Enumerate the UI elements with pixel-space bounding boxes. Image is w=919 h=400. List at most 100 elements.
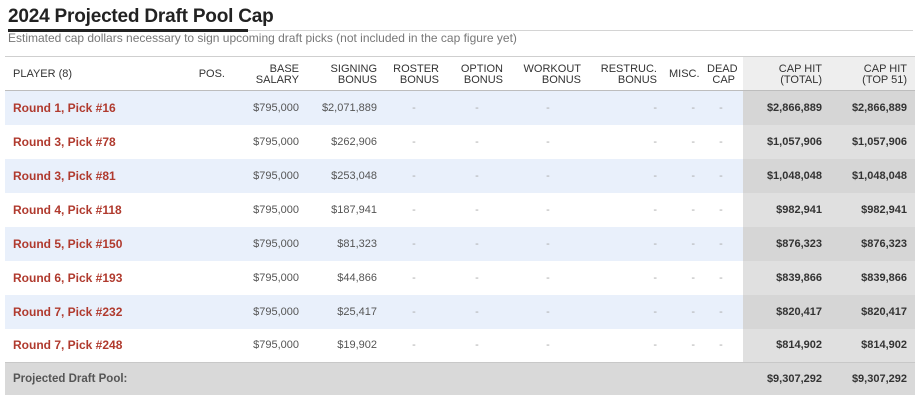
player-link[interactable]: Round 4, Pick #118 <box>13 202 122 217</box>
table-row: Round 1, Pick #16 $795,000 $2,071,889 - … <box>5 90 915 125</box>
workout-bonus-cell: - <box>511 294 589 329</box>
table-row: Round 4, Pick #118 $795,000 $187,941 - -… <box>5 192 915 227</box>
workout-bonus-cell: - <box>511 90 589 125</box>
header-base-salary-line2: SALARY <box>255 73 299 86</box>
restruc-bonus-cell: - <box>653 203 657 216</box>
header-cap-hit-top51[interactable]: CAP HIT (TOP 51) <box>830 56 915 91</box>
title-block: 2024 Projected Draft Pool Cap <box>8 6 913 32</box>
option-bonus-cell: - <box>475 135 479 148</box>
header-signing-bonus-line2: BONUS <box>337 73 377 86</box>
signing-bonus-cell: $187,941 <box>331 203 377 216</box>
header-player[interactable]: PLAYER (8) <box>5 56 173 91</box>
header-cap-hit-total[interactable]: CAP HIT (TOTAL) <box>743 56 830 91</box>
dead-cap-cell: - <box>719 135 723 148</box>
player-link[interactable]: Round 3, Pick #78 <box>13 134 116 149</box>
header-restruc-bonus-line2: BONUS <box>617 73 657 86</box>
page-title: 2024 Projected Draft Pool Cap <box>8 6 274 27</box>
misc-cell: - <box>665 226 703 261</box>
misc-cell: - <box>665 158 703 193</box>
pos-cell <box>173 294 233 329</box>
restruc-bonus-cell: - <box>589 226 665 261</box>
restruc-bonus-cell: - <box>653 339 657 352</box>
header-dead-cap[interactable]: DEAD CAP <box>703 56 743 91</box>
workout-bonus-cell: - <box>546 339 550 352</box>
player-link[interactable]: Round 5, Pick #150 <box>5 226 173 261</box>
cap-hit-top51-cell: $1,048,048 <box>830 158 915 193</box>
table-row: Round 6, Pick #193 $795,000 $44,866 - - … <box>5 260 915 295</box>
cap-hit-top51-cell: $876,323 <box>830 226 915 261</box>
signing-bonus-cell: $19,902 <box>337 339 377 352</box>
dead-cap-cell: - <box>703 226 743 261</box>
misc-cell: - <box>691 135 695 148</box>
pos-cell <box>173 158 233 193</box>
dead-cap-cell: - <box>719 339 723 352</box>
player-link[interactable]: Round 6, Pick #193 <box>13 270 123 285</box>
header-restruc-bonus[interactable]: RESTRUC. BONUS <box>589 56 665 91</box>
table-row: Round 7, Pick #248 $795,000 $19,902 - - … <box>5 328 915 363</box>
header-base-salary[interactable]: BASE SALARY <box>233 56 307 91</box>
roster-bonus-cell: - <box>385 158 447 193</box>
cap-hit-top51-cell: $2,866,889 <box>830 90 915 125</box>
base-salary-cell: $795,000 <box>233 226 307 261</box>
header-option-bonus-line2: BONUS <box>463 73 503 86</box>
base-salary-cell: $795,000 <box>253 203 299 216</box>
table-row: Round 7, Pick #232 $795,000 $25,417 - - … <box>5 294 915 329</box>
header-workout-bonus-line1: WORKOUT <box>523 62 581 75</box>
header-cap-hit-total-line1: CAP HIT <box>778 62 822 75</box>
option-bonus-cell: - <box>475 271 479 284</box>
signing-bonus-cell: $81,323 <box>307 226 385 261</box>
signing-bonus-cell: $2,071,889 <box>307 90 385 125</box>
cap-hit-top51-cell: $1,057,906 <box>830 124 915 159</box>
header-pos[interactable]: POS. <box>173 56 233 91</box>
cap-hit-total-cell: $982,941 <box>743 192 830 227</box>
cap-hit-total-cell: $814,902 <box>743 328 830 363</box>
pos-cell <box>173 261 233 295</box>
pos-cell <box>173 329 233 363</box>
roster-bonus-cell: - <box>412 339 416 352</box>
workout-bonus-cell: - <box>511 158 589 193</box>
header-workout-bonus-line2: BONUS <box>541 73 581 86</box>
cap-hit-total-cell: $839,866 <box>743 260 830 295</box>
header-roster-bonus[interactable]: ROSTER BONUS <box>385 56 447 91</box>
header-restruc-bonus-line1: RESTRUC. <box>600 62 657 75</box>
player-link[interactable]: Round 7, Pick #232 <box>5 294 173 329</box>
player-link[interactable]: Round 1, Pick #16 <box>5 90 173 125</box>
cap-hit-total-cell: $820,417 <box>743 294 830 329</box>
dead-cap-cell: - <box>719 271 723 284</box>
header-cap-hit-top51-line2: (TOP 51) <box>862 73 907 86</box>
base-salary-cell: $795,000 <box>233 90 307 125</box>
table-row: Round 3, Pick #81 $795,000 $253,048 - - … <box>5 158 915 193</box>
option-bonus-cell: - <box>475 203 479 216</box>
header-workout-bonus[interactable]: WORKOUT BONUS <box>511 56 589 91</box>
restruc-bonus-cell: - <box>589 158 665 193</box>
header-cap-hit-total-line2: (TOTAL) <box>780 73 822 86</box>
dead-cap-cell: - <box>703 294 743 329</box>
header-base-salary-line1: BASE <box>269 62 299 75</box>
option-bonus-cell: - <box>447 158 511 193</box>
player-link[interactable]: Round 3, Pick #81 <box>5 158 173 193</box>
header-option-bonus[interactable]: OPTION BONUS <box>447 56 511 91</box>
header-dead-cap-line2: CAP <box>712 73 735 86</box>
footer-cap-hit-total: $9,307,292 <box>743 362 830 395</box>
pos-cell <box>173 193 233 227</box>
header-misc[interactable]: MISC. <box>665 56 703 91</box>
option-bonus-cell: - <box>447 294 511 329</box>
pos-cell <box>173 226 233 261</box>
draft-pool-table: PLAYER (8) POS. BASE SALARY SIGNING BONUS … <box>5 56 915 395</box>
cap-hit-total-cell: $1,057,906 <box>743 124 830 159</box>
cap-hit-top51-cell: $982,941 <box>830 192 915 227</box>
table-row: Round 3, Pick #78 $795,000 $262,906 - - … <box>5 124 915 159</box>
workout-bonus-cell: - <box>546 203 550 216</box>
header-signing-bonus-line1: SIGNING <box>330 62 377 75</box>
dead-cap-cell: - <box>703 90 743 125</box>
roster-bonus-cell: - <box>385 226 447 261</box>
signing-bonus-cell: $253,048 <box>307 158 385 193</box>
cap-hit-top51-cell: $814,902 <box>830 328 915 363</box>
option-bonus-cell: - <box>447 90 511 125</box>
roster-bonus-cell: - <box>412 203 416 216</box>
player-link[interactable]: Round 7, Pick #248 <box>13 338 123 353</box>
base-salary-cell: $795,000 <box>233 294 307 329</box>
header-signing-bonus[interactable]: SIGNING BONUS <box>307 56 385 91</box>
misc-cell: - <box>691 271 695 284</box>
cap-hit-total-cell: $2,866,889 <box>743 90 830 125</box>
